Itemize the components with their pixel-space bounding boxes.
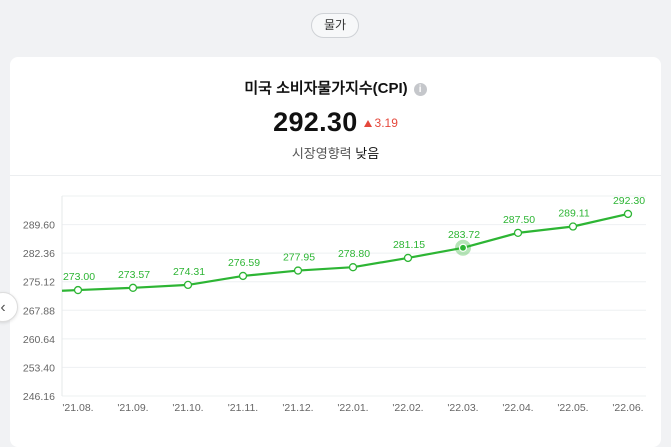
x-tick-label: '21.10. [172, 402, 203, 414]
data-point[interactable] [73, 285, 83, 295]
data-point[interactable] [293, 266, 303, 275]
data-point[interactable] [623, 209, 633, 219]
x-tick-label: '21.11. [228, 402, 258, 414]
y-tick-label: 267.88 [23, 305, 55, 317]
x-tick-label: '21.08. [62, 402, 93, 414]
data-label: 274.31 [173, 266, 205, 278]
data-point[interactable] [348, 263, 358, 272]
category-pill[interactable]: 물가 [311, 13, 359, 38]
x-tick-label: '21.12. [282, 402, 313, 414]
data-label: 287.50 [503, 214, 535, 226]
data-point[interactable] [568, 222, 578, 231]
divider [10, 175, 661, 176]
x-tick-label: '22.02. [392, 402, 423, 414]
data-label: 277.95 [283, 252, 315, 264]
series-line [61, 212, 629, 292]
info-icon[interactable]: i [413, 83, 427, 96]
data-label: 276.59 [228, 257, 260, 269]
change-value: 3.19 [374, 116, 398, 130]
data-label: 292.30 [613, 195, 645, 207]
data-label: 273.00 [63, 271, 95, 283]
x-tick-label: '21.09. [117, 402, 148, 414]
y-tick-label: 282.36 [23, 248, 55, 260]
data-point[interactable] [513, 228, 523, 238]
x-tick-label: '22.01. [337, 402, 368, 414]
market-impact: 시장영향력 낮음 [10, 143, 661, 162]
y-tick-label: 246.16 [23, 391, 55, 403]
data-label: 281.15 [393, 239, 425, 251]
x-tick-label: '22.05. [557, 402, 588, 414]
data-point[interactable] [183, 280, 193, 290]
data-point[interactable] [238, 271, 248, 281]
data-label: 289.11 [558, 208, 589, 220]
x-tick-label: '22.06. [612, 402, 643, 414]
y-tick-label: 289.60 [23, 220, 55, 232]
y-tick-label: 275.12 [23, 277, 55, 289]
data-label: 273.57 [118, 269, 150, 281]
data-point-highlighted[interactable] [458, 243, 468, 252]
indicator-card: 미국 소비자물가지수(CPI) i 292.30 3.19 시장영향력 낮음 [10, 57, 661, 447]
data-point[interactable] [403, 253, 413, 263]
indicator-title-row: 미국 소비자물가지수(CPI) i [10, 77, 661, 98]
y-tick-label: 253.40 [23, 362, 55, 374]
indicator-title: 미국 소비자물가지수(CPI) [244, 80, 408, 97]
indicator-header: 미국 소비자물가지수(CPI) i 292.30 3.19 시장영향력 낮음 [10, 57, 661, 175]
data-point[interactable] [128, 283, 138, 292]
value-row: 292.30 3.19 [10, 107, 661, 138]
change-badge: 3.19 [363, 116, 398, 130]
y-tick-label: 260.64 [23, 334, 55, 346]
x-tick-label: '22.03. [447, 402, 478, 414]
data-label: 283.72 [448, 229, 480, 241]
x-tick-label: '22.04. [502, 402, 533, 414]
current-value: 292.30 [273, 107, 358, 137]
impact-value: 낮음 [355, 146, 380, 161]
triangle-up-icon [363, 120, 372, 127]
impact-label: 시장영향력 [291, 146, 352, 161]
data-label: 278.80 [338, 248, 370, 260]
